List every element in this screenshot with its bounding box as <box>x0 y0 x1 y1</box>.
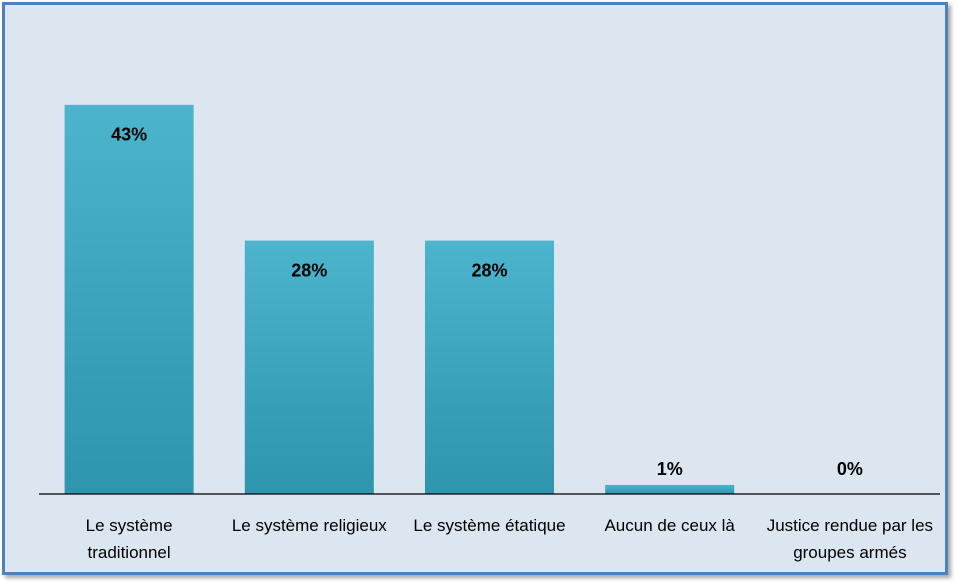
data-label: 28% <box>291 260 327 280</box>
data-label: 0% <box>837 459 863 479</box>
data-label: 1% <box>657 459 683 479</box>
x-tick-label: Justice rendue par les groupes armés <box>766 516 934 562</box>
x-tick-label: Le système étatique <box>413 516 566 535</box>
bar <box>64 104 194 494</box>
data-label: 28% <box>471 260 507 280</box>
x-tick-label: Aucun de ceux là <box>604 516 735 535</box>
bar <box>605 484 735 494</box>
data-label: 43% <box>111 125 147 145</box>
bar <box>424 240 555 494</box>
x-tick-label: Le système traditionnel <box>85 516 173 562</box>
bar <box>244 240 374 494</box>
x-tick-label: Le système religieux <box>231 516 387 535</box>
